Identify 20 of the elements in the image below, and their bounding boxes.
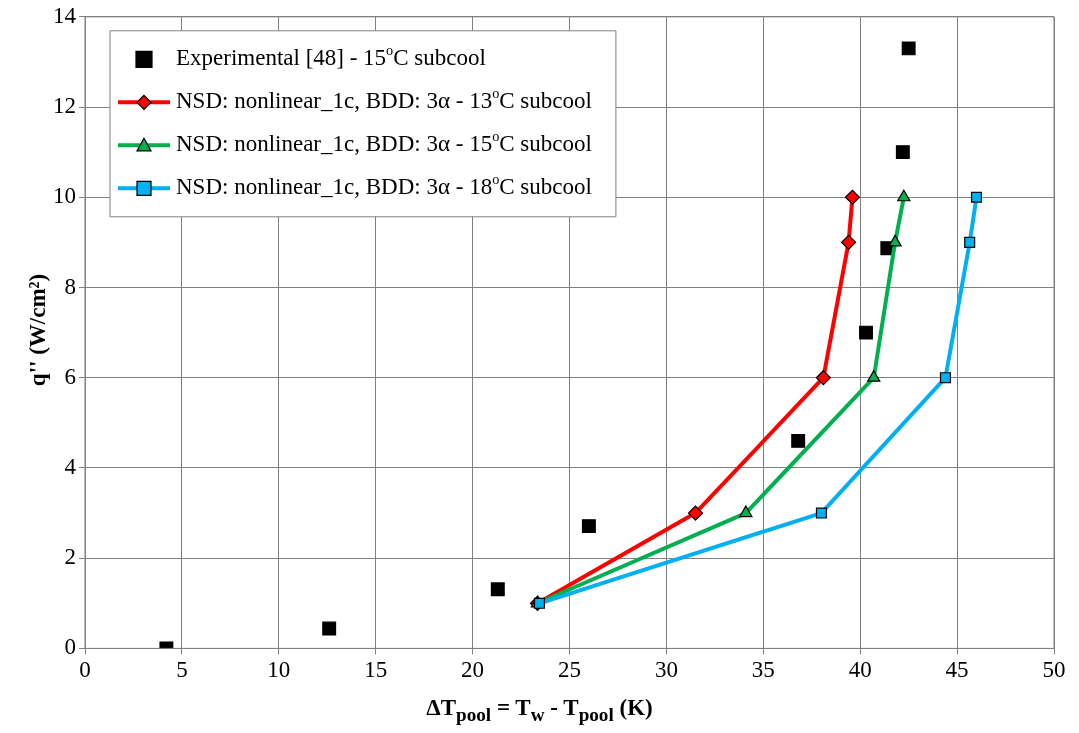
x-tick-label: 30 bbox=[654, 657, 678, 683]
x-tick-label: 40 bbox=[848, 657, 872, 683]
y-tick-label: 10 bbox=[53, 183, 76, 209]
y-tick-label: 8 bbox=[64, 273, 76, 299]
x-tick-label: 45 bbox=[945, 657, 969, 683]
y-tick-label: 0 bbox=[64, 634, 76, 660]
x-tick-label: 20 bbox=[461, 657, 485, 683]
y-tick-label: 14 bbox=[53, 2, 77, 28]
x-tick-label: 10 bbox=[267, 657, 291, 683]
x-tick-label: 15 bbox=[364, 657, 388, 683]
y-tick-label: 12 bbox=[53, 93, 76, 119]
y-tick-label: 4 bbox=[64, 453, 77, 479]
y-axis-title: q'' (W/cm²) bbox=[25, 273, 51, 387]
x-tick-label: 25 bbox=[558, 657, 581, 683]
x-axis-title: ΔT$_{pool}$ = T$_{w}$ - T$_{pool}$ (K) bbox=[425, 695, 654, 726]
x-tick-label: 35 bbox=[751, 657, 775, 683]
x-tick-label: 50 bbox=[1042, 657, 1066, 683]
y-tick-label: 6 bbox=[64, 363, 76, 389]
y-tick-label: 2 bbox=[64, 544, 76, 570]
x-tick-label: 5 bbox=[176, 657, 188, 683]
